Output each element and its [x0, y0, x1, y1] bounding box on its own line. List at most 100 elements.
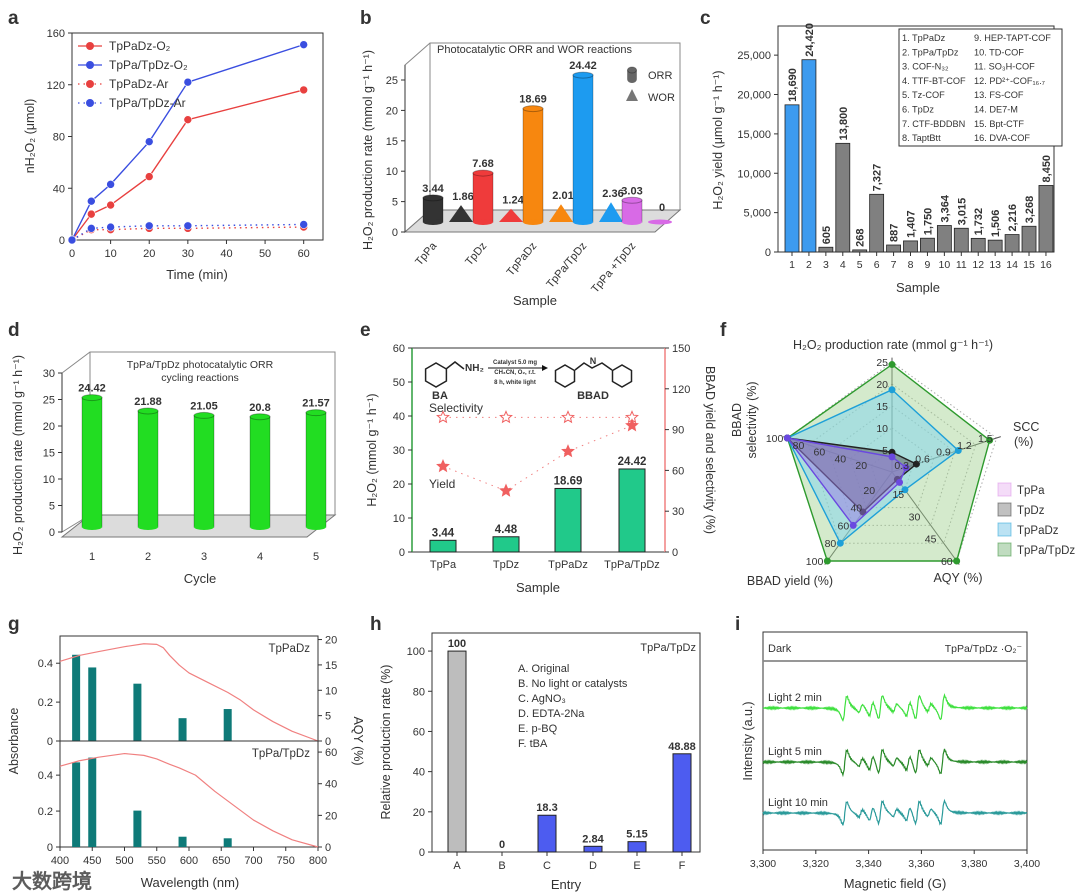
trace-label: Light 5 min: [768, 746, 822, 758]
trace-label: Light 2 min: [768, 692, 822, 704]
benzene-ring-icon: [611, 364, 633, 388]
orr-bar-bottom: [473, 219, 493, 225]
y-tick-label: 120: [672, 384, 690, 396]
legend-swatch: [997, 542, 1012, 557]
cycle-bar: [193, 414, 215, 528]
bar: [903, 240, 918, 253]
x-tick-label: 3,380: [961, 858, 987, 870]
y-tick-label: 15: [43, 448, 55, 460]
panel-label: h: [370, 614, 382, 635]
cycle-bar-bottom: [306, 524, 326, 530]
x-tick-label: 600: [180, 855, 198, 867]
legend-entry: 14. DE7-M: [974, 105, 1018, 115]
x-tick-label: 1: [789, 259, 795, 271]
orr-bar-bottom: [523, 219, 543, 225]
radar-grid: [849, 427, 935, 509]
category-label: TpPaDz: [505, 240, 540, 278]
aqy-bar: [72, 762, 81, 847]
data-label: 887: [889, 224, 901, 242]
y-tick-label: 60: [413, 726, 425, 738]
x-tick-label: 60: [298, 248, 310, 260]
radar-tick-label: 100: [766, 433, 784, 445]
category-label: TpPa/TpDz: [544, 240, 589, 290]
panel-g: g 0 0.2 0.4 0 5 10 15 20 TpPaDz 0 0.2 0.4 0 20 40 60 TpPa…: [7, 614, 365, 893]
data-label: 605: [821, 226, 833, 244]
selectivity-star: [561, 410, 575, 424]
bar: [920, 237, 935, 253]
x-tick-label: 550: [148, 855, 166, 867]
y-axis-label: H₂O₂ production rate (mmol g⁻¹ h⁻¹): [361, 50, 375, 250]
radar-point: [888, 453, 896, 461]
data-label: 21.05: [190, 400, 218, 412]
legend-swatch: [997, 502, 1012, 517]
radar-tick-label: 30: [909, 511, 921, 523]
data-point: [183, 221, 193, 231]
bar: [835, 142, 851, 253]
data-point: [87, 209, 96, 219]
orr-bar-top: [472, 169, 494, 177]
x-tick-label: 750: [277, 855, 295, 867]
panel-label: b: [360, 8, 372, 29]
x-tick-label: 650: [212, 855, 230, 867]
data-label: 5.15: [626, 829, 647, 841]
radar-tick-label: 60: [941, 556, 953, 568]
panel-label: e: [360, 320, 371, 341]
legend-entry: B. No light or catalysts: [518, 678, 628, 690]
x-tick-label: 5: [857, 259, 863, 271]
panel-c: c 0 5,000 10,000 15,000 20,000 25,000 H₂O₂ yiel…: [700, 8, 1063, 295]
radar-tick-label: 15: [892, 489, 904, 501]
series-line: [442, 425, 633, 492]
orr-bar: [422, 197, 444, 223]
legend-entry: 4. TTF-BT-COF: [902, 76, 966, 86]
y-tick-label: 40: [53, 183, 65, 195]
y-tick-label: 5,000: [743, 208, 771, 220]
bar: [953, 227, 969, 253]
wor-data-label: 1.24: [502, 195, 524, 207]
category-label: TpPa +TpDz: [589, 240, 638, 295]
data-point: [299, 40, 308, 49]
aqy-bar: [88, 667, 97, 741]
cycle-bar: [249, 416, 271, 528]
legend-entry: 9. HEP-TAPT-COF: [974, 33, 1051, 43]
legend-label: TpPa/TpDz-O₂: [109, 58, 188, 72]
radar-tick-label: 20: [863, 485, 875, 497]
x-axis-label: Entry: [551, 877, 582, 892]
radar-point: [902, 463, 910, 471]
legend-entry: 12. PD²⁺-COF₁₆.₇: [974, 76, 1045, 86]
legend-entry: 11. SO₃H-COF: [974, 62, 1035, 72]
panel-label: g: [8, 614, 20, 635]
data-point: [299, 220, 308, 229]
y-tick-label: 30: [43, 368, 55, 380]
yield-star: [625, 418, 639, 432]
radar-point: [953, 557, 961, 565]
x-tick-label: 8: [908, 259, 914, 271]
reaction-condition: Catalyst 5.0 mg: [493, 360, 537, 366]
y-tick-label: 100: [407, 646, 425, 658]
x-tick-label: 700: [244, 855, 262, 867]
cycle-bar: [305, 412, 327, 528]
y-tick-label: 90: [672, 425, 684, 437]
arrow-head-icon: [542, 365, 548, 371]
legend-entry: C. AgNO₃: [518, 693, 566, 705]
wor-data-label: 2.01: [552, 190, 573, 202]
radar-point: [901, 486, 909, 494]
y-tick-label: 60: [325, 747, 337, 759]
data-label: 20.8: [249, 402, 270, 414]
radar-tick-label: 1.2: [957, 440, 972, 452]
x-tick-label: 4: [840, 259, 846, 271]
x-tick-label: 450: [83, 855, 101, 867]
data-point: [144, 221, 154, 231]
y-axis-label: nH₂O₂ (μmol): [23, 99, 37, 174]
y-tick-label: 20,000: [737, 90, 771, 102]
x-axis-label: Magnetic field (G): [844, 876, 947, 891]
y-tick-label: 10: [325, 685, 337, 697]
y-tick-label: 20: [413, 807, 425, 819]
radar-point: [783, 434, 791, 442]
y-tick-label: 0: [399, 547, 405, 559]
orr-bar-bottom: [423, 219, 443, 225]
data-label: 1,407: [906, 210, 918, 238]
bar: [869, 193, 885, 253]
data-label: 24.42: [618, 456, 647, 468]
y-axis-label: Relative production rate (%): [379, 665, 393, 820]
wor-data-label: 1.86: [452, 191, 473, 203]
